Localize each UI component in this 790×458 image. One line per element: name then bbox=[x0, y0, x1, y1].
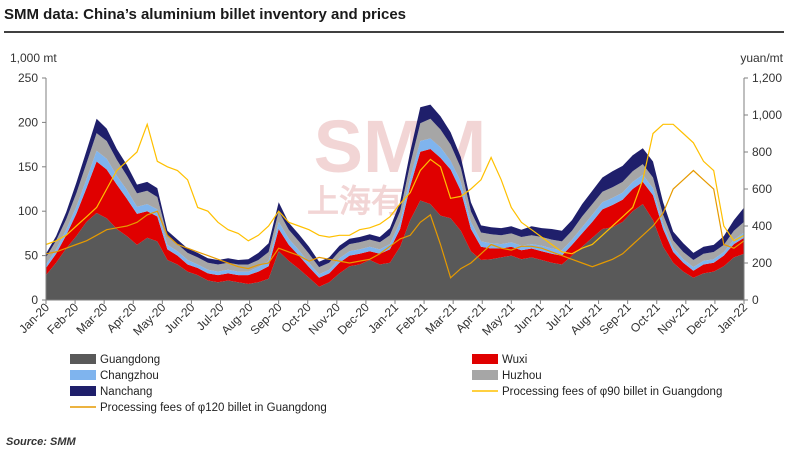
area-huzhou bbox=[46, 118, 744, 275]
x-tick-label: Mar-20 bbox=[74, 300, 111, 337]
watermark-subtext: 上海有 bbox=[307, 182, 403, 220]
legend-swatch-huzhou bbox=[472, 370, 498, 380]
title-rule bbox=[4, 31, 784, 33]
right-tick-label: 1,200 bbox=[752, 71, 782, 85]
stacked-areas bbox=[46, 104, 744, 300]
x-tick-label: Jan-22 bbox=[714, 300, 750, 336]
left-tick-label: 250 bbox=[18, 71, 38, 85]
area-wuxi bbox=[46, 149, 744, 287]
x-tick-label: Dec-21 bbox=[684, 300, 721, 337]
x-tick-label: Nov-20 bbox=[306, 300, 343, 337]
area-guangdong bbox=[46, 200, 744, 300]
x-tick-label: Aug-20 bbox=[218, 300, 255, 337]
legend-swatch-changzhou bbox=[70, 370, 96, 380]
legend-label: Processing fees of φ120 billet in Guangd… bbox=[100, 402, 327, 414]
area-changzhou bbox=[46, 138, 744, 278]
legend-swatch-guangdong bbox=[70, 354, 96, 364]
x-tick-label: May-21 bbox=[479, 300, 517, 338]
line-fee-phi120 bbox=[45, 169, 745, 279]
right-tick-label: 0 bbox=[752, 293, 759, 307]
right-tick-label: 800 bbox=[752, 145, 772, 159]
x-tick-label: Sep-21 bbox=[597, 300, 634, 337]
x-tick-label: May-20 bbox=[130, 300, 168, 338]
legend-label: Nanchang bbox=[100, 386, 152, 398]
x-tick-label: Sep-20 bbox=[248, 300, 285, 337]
line-fee-phi90 bbox=[45, 122, 745, 255]
area-nanchang bbox=[46, 104, 744, 268]
right-tick-label: 400 bbox=[752, 219, 772, 233]
x-tick-label: Dec-20 bbox=[335, 300, 372, 337]
x-tick-label: Jun-20 bbox=[162, 300, 198, 336]
right-tick-label: 1,000 bbox=[752, 108, 782, 122]
right-tick-label: 600 bbox=[752, 182, 772, 196]
left-tick-label: 150 bbox=[18, 160, 38, 174]
legend-label: Processing fees of φ90 billet in Guangdo… bbox=[502, 386, 722, 398]
legend-label: Wuxi bbox=[502, 354, 527, 366]
legend-swatch-nanchang bbox=[70, 386, 96, 396]
left-tick-label: 50 bbox=[25, 249, 39, 263]
chart-title: SMM data: China’s aluminium billet inven… bbox=[4, 6, 407, 23]
x-tick-label: Feb-20 bbox=[44, 300, 81, 337]
x-tick-label: Mar-21 bbox=[423, 300, 460, 337]
legend-swatch-wuxi bbox=[472, 354, 498, 364]
x-tick-label: Feb-21 bbox=[393, 300, 430, 337]
x-tick-label: Nov-21 bbox=[655, 300, 692, 337]
left-axis-label: 1,000 mt bbox=[10, 51, 57, 65]
left-tick-label: 100 bbox=[18, 204, 38, 218]
legend-label: Changzhou bbox=[100, 370, 159, 382]
x-tick-label: Jun-21 bbox=[511, 300, 547, 336]
fee-lines bbox=[45, 122, 745, 279]
legend: Guangdong Wuxi Changzhou Huzhou Nanchang Proc… bbox=[70, 354, 722, 414]
legend-label: Huzhou bbox=[502, 370, 542, 382]
left-tick-label: 200 bbox=[18, 115, 38, 129]
right-axis-label: yuan/mt bbox=[740, 51, 783, 65]
right-tick-label: 200 bbox=[752, 256, 772, 270]
smm-watermark: SMM 上海有 bbox=[307, 105, 486, 220]
source-note: Source: SMM bbox=[6, 436, 76, 448]
legend-label: Guangdong bbox=[100, 354, 160, 366]
left-tick-label: 0 bbox=[31, 293, 38, 307]
x-tick-label: Aug-21 bbox=[567, 300, 604, 337]
